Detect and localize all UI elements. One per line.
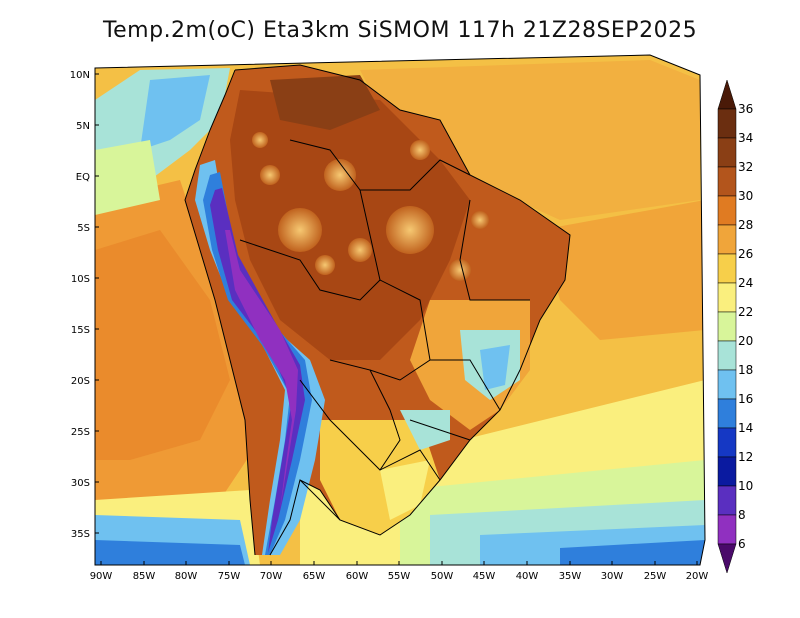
lat-label: 10S — [71, 274, 90, 285]
map-title: Temp.2m(oC) Eta3km SiSMOM 117h 21Z28SEP2… — [102, 18, 698, 43]
lat-label: 15S — [71, 325, 90, 336]
lon-label: 55W — [388, 571, 411, 582]
lat-label: 10N — [70, 70, 90, 81]
lon-label: 45W — [473, 571, 496, 582]
colorbar-bottom-arrow — [717, 543, 737, 574]
colorbar-label: 28 — [738, 218, 753, 232]
colorbar-label: 22 — [738, 305, 753, 319]
colorbar-label: 26 — [738, 247, 753, 261]
colorbar-segment — [717, 195, 737, 226]
lon-label: 50W — [431, 571, 454, 582]
colorbar-segment — [717, 398, 737, 429]
colorbar — [717, 79, 737, 574]
colorbar-label: 36 — [738, 102, 753, 116]
colorbar-label: 32 — [738, 160, 753, 174]
colorbar-label: 16 — [738, 392, 753, 406]
colorbar-segment — [717, 456, 737, 487]
lon-label: 75W — [218, 571, 241, 582]
colorbar-labels: 36 34 32 30 28 26 24 22 20 18 16 14 12 1… — [738, 102, 753, 551]
colorbar-label: 20 — [738, 334, 753, 348]
colorbar-segment — [717, 514, 737, 545]
lon-label: 65W — [303, 571, 326, 582]
lon-label: 60W — [346, 571, 369, 582]
colorbar-segment — [717, 340, 737, 371]
lat-label: 25S — [71, 427, 90, 438]
lat-label: 35S — [71, 529, 90, 540]
colorbar-segment — [717, 311, 737, 342]
lat-label: 5N — [76, 121, 90, 132]
lon-label: 25W — [644, 571, 667, 582]
temperature-field — [95, 55, 705, 565]
longitude-axis: 90W 85W 80W 75W 70W 65W 60W 55W 50W 45W … — [90, 561, 709, 582]
colorbar-label: 24 — [738, 276, 753, 290]
country-borders — [184, 64, 571, 556]
lat-label: 5S — [77, 223, 90, 234]
lat-label: EQ — [76, 172, 90, 183]
lon-label: 80W — [175, 571, 198, 582]
colorbar-label: 30 — [738, 189, 753, 203]
colorbar-segment — [717, 369, 737, 400]
colorbar-label: 6 — [738, 537, 746, 551]
colorbar-segment — [717, 485, 737, 516]
lon-label: 20W — [686, 571, 709, 582]
lon-label: 70W — [260, 571, 283, 582]
lat-label: 20S — [71, 376, 90, 387]
latitude-axis: 10N 5N EQ 5S 10S 15S 20S 25S 30S 35S — [70, 70, 99, 540]
colorbar-label: 18 — [738, 363, 753, 377]
colorbar-segment — [717, 108, 737, 139]
colorbar-segment — [717, 282, 737, 313]
colorbar-segment — [717, 427, 737, 458]
lon-label: 85W — [133, 571, 156, 582]
lat-label: 30S — [71, 478, 90, 489]
colorbar-segment — [717, 137, 737, 168]
colorbar-segment — [717, 253, 737, 284]
lon-label: 30W — [601, 571, 624, 582]
colorbar-label: 34 — [738, 131, 753, 145]
colorbar-top-arrow — [717, 79, 737, 110]
lon-label: 90W — [90, 571, 113, 582]
colorbar-label: 8 — [738, 508, 746, 522]
lon-label: 35W — [559, 571, 582, 582]
colorbar-segment — [717, 166, 737, 197]
map-frame — [94, 54, 706, 566]
colorbar-label: 10 — [738, 479, 753, 493]
colorbar-label: 14 — [738, 421, 753, 435]
colorbar-segment — [717, 224, 737, 255]
colorbar-label: 12 — [738, 450, 753, 464]
lon-label: 40W — [516, 571, 539, 582]
